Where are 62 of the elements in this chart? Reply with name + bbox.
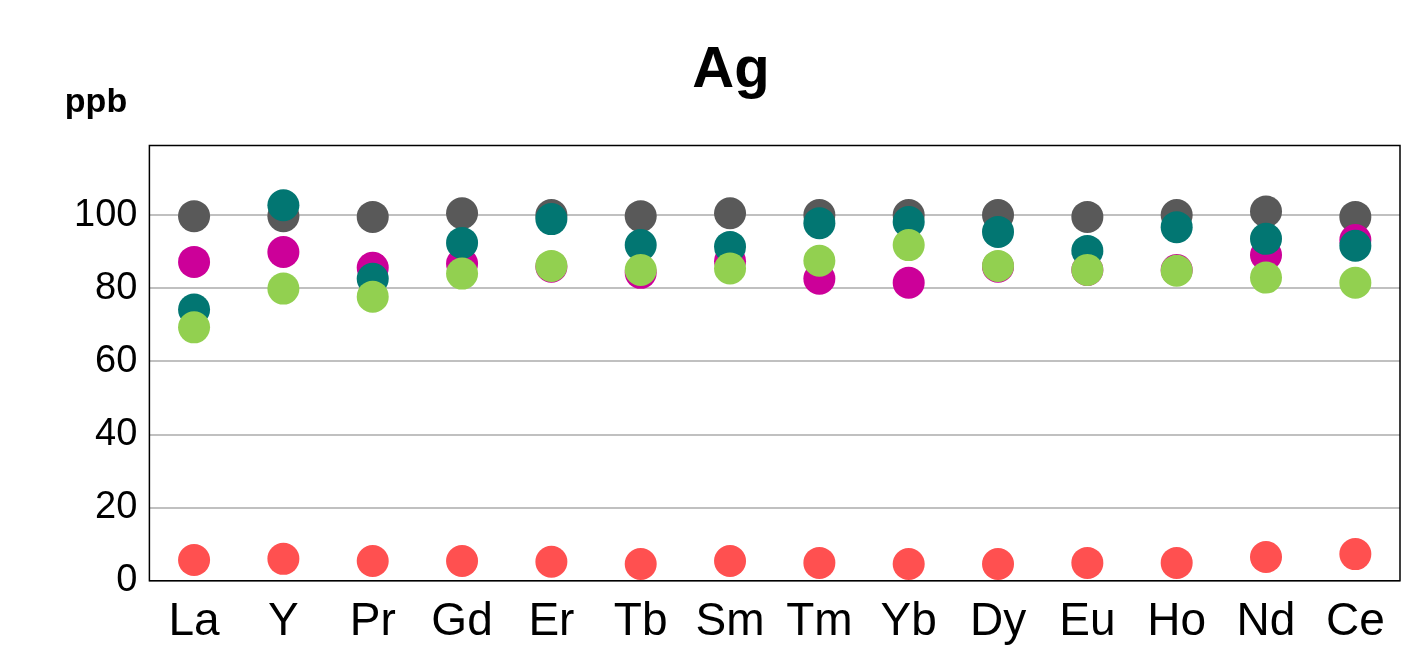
point (803, 207, 836, 240)
point (624, 547, 657, 580)
point (446, 257, 479, 290)
y-tick-label: 80 (95, 264, 138, 307)
point (446, 197, 479, 230)
x-tick-label: Ho (1147, 593, 1207, 646)
x-tick-label: Yb (880, 593, 937, 646)
x-tick-label: Tb (613, 593, 668, 646)
point (356, 200, 389, 233)
point (535, 545, 568, 578)
point (1339, 538, 1372, 571)
point (1339, 229, 1372, 262)
x-tick-label: Er (528, 593, 575, 646)
point (982, 215, 1015, 248)
x-tick-label: Ce (1325, 593, 1385, 646)
y-tick-label: 60 (95, 337, 138, 380)
x-tick-label: Nd (1236, 593, 1296, 646)
point (267, 272, 300, 305)
x-tick-label: Tm (786, 593, 853, 646)
x-tick-label: Y (268, 593, 299, 646)
point (1250, 222, 1283, 255)
x-tick-label: Pr (349, 593, 396, 646)
point (803, 244, 836, 277)
y-tick-label: 40 (95, 411, 138, 453)
point (446, 226, 479, 259)
point (982, 547, 1015, 580)
point (1250, 195, 1283, 228)
chart-title: Ag (692, 33, 770, 99)
y-tick-label: 100 (74, 191, 138, 234)
point (1071, 200, 1104, 233)
point (714, 197, 747, 230)
point (892, 547, 925, 580)
point (714, 252, 747, 285)
point (267, 236, 300, 269)
point (1339, 266, 1372, 299)
y-tick-label: 20 (95, 484, 138, 527)
point (356, 280, 389, 313)
point (624, 200, 657, 233)
point (803, 546, 836, 579)
y-axis-title: ppb (64, 81, 128, 120)
x-tick-label: Eu (1059, 593, 1116, 646)
point (892, 266, 925, 299)
y-tick-label: 0 (116, 557, 138, 600)
point (1071, 546, 1104, 579)
point (178, 543, 211, 576)
point (714, 545, 747, 578)
point (356, 545, 389, 578)
point (267, 189, 300, 222)
x-tick-label: Dy (969, 593, 1027, 646)
point (267, 542, 300, 575)
x-tick-label: La (168, 593, 221, 646)
point (178, 200, 211, 233)
point (1160, 546, 1193, 579)
point (446, 545, 479, 578)
point (1250, 261, 1283, 294)
point (178, 311, 211, 344)
x-tick-label: Sm (695, 593, 765, 646)
point (892, 229, 925, 262)
x-tick-label: Gd (431, 593, 493, 646)
point (178, 245, 211, 278)
point (1160, 211, 1193, 244)
point (1250, 541, 1283, 574)
